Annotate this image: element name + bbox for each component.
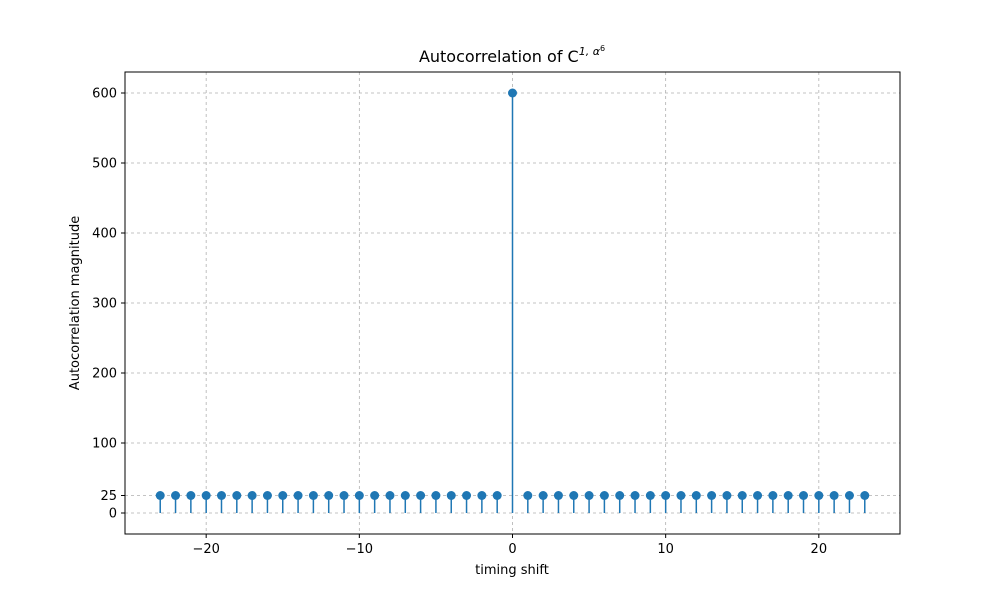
y-tick-label: 300 — [92, 297, 117, 312]
stem-marker — [278, 491, 288, 500]
stem-marker — [538, 491, 548, 500]
stem-marker — [630, 491, 640, 500]
stem-marker — [155, 491, 165, 500]
stem-marker — [416, 491, 426, 500]
stem-marker — [799, 491, 809, 500]
stem-marker — [753, 491, 763, 500]
title-superscript: 1, α — [579, 45, 601, 58]
chart-title: Autocorrelation of C1, α6 — [419, 44, 605, 66]
title-superscript-exponent: 6 — [600, 44, 605, 53]
stem-marker — [523, 491, 533, 500]
stem-marker — [293, 491, 303, 500]
stem-marker — [400, 491, 410, 500]
stem-marker — [370, 491, 380, 500]
stem-marker — [354, 491, 364, 500]
stem-marker — [691, 491, 701, 500]
x-axis-label: timing shift — [475, 563, 549, 578]
stem-marker — [324, 491, 334, 500]
y-tick-label: 600 — [92, 87, 117, 102]
x-axis-ticks: −20 −10 0 10 20 — [192, 534, 827, 557]
stem-marker — [446, 491, 456, 500]
stem-marker — [737, 491, 747, 500]
stem-marker — [247, 491, 257, 500]
y-tick-label: 100 — [92, 437, 117, 452]
stem-marker — [216, 491, 226, 500]
stem-marker — [768, 491, 778, 500]
stem-marker — [860, 491, 870, 500]
y-tick-label: 400 — [92, 227, 117, 242]
x-tick-label: 20 — [811, 542, 828, 557]
stem-marker — [661, 491, 671, 500]
y-tick-label: 200 — [92, 367, 117, 382]
x-tick-label: −10 — [346, 542, 373, 557]
stem-marker — [553, 491, 563, 500]
stem-marker — [462, 491, 472, 500]
stem-marker — [186, 491, 196, 500]
stem-marker — [676, 491, 686, 500]
y-tick-label: 500 — [92, 157, 117, 172]
y-axis-ticks: 0 25 100 200 300 400 500 600 — [92, 87, 125, 522]
stem-marker — [171, 491, 181, 500]
stem-marker — [201, 491, 211, 500]
stem-marker — [569, 491, 579, 500]
stem-marker — [615, 491, 625, 500]
y-tick-label: 0 — [109, 507, 117, 522]
y-tick-label: 25 — [100, 489, 117, 504]
stem-marker — [492, 491, 502, 500]
stem-marker — [599, 491, 609, 500]
stem-marker — [308, 491, 318, 500]
stem-marker — [707, 491, 717, 500]
stem-series — [155, 88, 870, 513]
stem-marker — [814, 491, 824, 500]
stem-marker — [262, 491, 272, 500]
stem-marker — [385, 491, 395, 500]
x-tick-label: 0 — [508, 542, 516, 557]
x-tick-label: 10 — [657, 542, 674, 557]
stem-marker — [722, 491, 732, 500]
stem-marker — [431, 491, 441, 500]
stem-marker — [584, 491, 594, 500]
stem-marker — [844, 491, 854, 500]
y-axis-label: Autocorrelation magnitude — [68, 216, 83, 390]
stem-marker — [829, 491, 839, 500]
stem-marker — [783, 491, 793, 500]
stem-marker — [645, 491, 655, 500]
stem-marker — [232, 491, 242, 500]
stem-marker — [508, 88, 517, 98]
x-tick-label: −20 — [192, 542, 219, 557]
stem-marker — [477, 491, 487, 500]
stem-marker — [339, 491, 349, 500]
